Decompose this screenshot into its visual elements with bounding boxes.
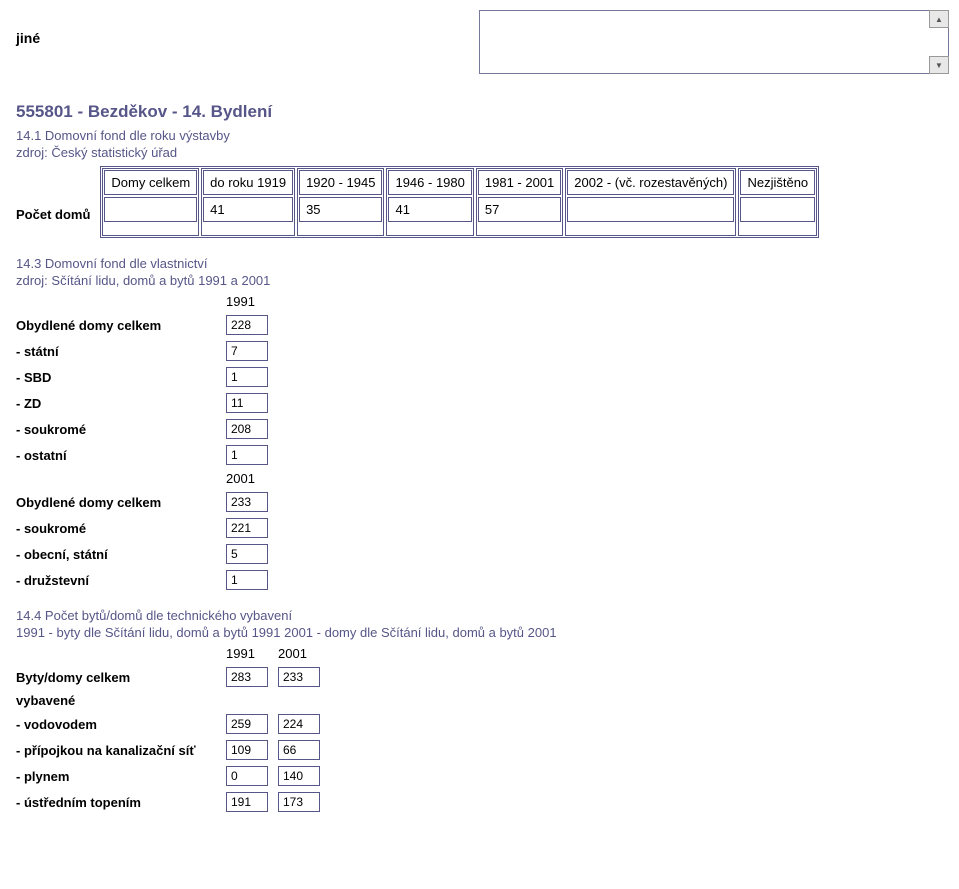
table-row: - ústředním topením191 173 [16, 792, 943, 812]
cell-value: 41 [388, 197, 471, 222]
cell-value: 35 [299, 197, 382, 222]
table-row: - státní7 [16, 341, 943, 361]
column-header: Domy celkem [104, 170, 197, 195]
cell-value: 41 [203, 197, 293, 222]
table-column: 1981 - 200157 [476, 168, 563, 236]
row-label-pocet-domu: Počet domů [16, 202, 90, 228]
row-label: - plynem [16, 769, 226, 784]
table-row: - družstevní1 [16, 570, 943, 590]
cell-value-1991: 259 [226, 714, 268, 734]
table-row: Obydlené domy celkem233 [16, 492, 943, 512]
row-label: - družstevní [16, 573, 226, 588]
table-column: 1920 - 194535 [297, 168, 384, 236]
column-header: 1946 - 1980 [388, 170, 471, 195]
jine-label: jiné [10, 10, 40, 46]
cell-value-2001: 224 [278, 714, 320, 734]
table-column: Domy celkem [102, 168, 199, 236]
table-row: Obydlené domy celkem228 [16, 315, 943, 335]
column-header: 1920 - 1945 [299, 170, 382, 195]
cell-value-2001: 66 [278, 740, 320, 760]
cell-value-1991: 0 [226, 766, 268, 786]
section-14-4-title: 14.4 Počet bytů/domů dle technického vyb… [16, 608, 949, 623]
row-label: - obecní, státní [16, 547, 226, 562]
table-row: - soukromé221 [16, 518, 943, 538]
cell-value: 221 [226, 518, 268, 538]
row-label: - ZD [16, 396, 226, 411]
table-row: - soukromé208 [16, 419, 943, 439]
page-title: 555801 - Bezděkov - 14. Bydlení [16, 102, 949, 122]
year-1991-b: 1991 [226, 646, 278, 661]
table-row: - vodovodem259 224 [16, 714, 943, 734]
row-label: Byty/domy celkem [16, 670, 226, 685]
textarea-box[interactable]: ▲ ▼ [479, 10, 949, 74]
table-row: - obecní, státní5 [16, 544, 943, 564]
column-header: do roku 1919 [203, 170, 293, 195]
row-label: - vodovodem [16, 717, 226, 732]
table-row: - SBD1 [16, 367, 943, 387]
section-14-3-title: 14.3 Domovní fond dle vlastnictví [16, 256, 949, 271]
row-label: Obydlené domy celkem [16, 495, 226, 510]
cell-value [740, 197, 815, 222]
row-label: - ostatní [16, 448, 226, 463]
table-column: do roku 191941 [201, 168, 295, 236]
table-row: - ZD11 [16, 393, 943, 413]
year-2001-b: 2001 [278, 646, 330, 661]
cell-value: 11 [226, 393, 268, 413]
table-column: 2002 - (vč. rozestavěných) [565, 168, 736, 236]
table-row: - plynem0 140 [16, 766, 943, 786]
table-row: - přípojkou na kanalizační síť109 66 [16, 740, 943, 760]
cell-value: 1 [226, 570, 268, 590]
row-label: vybavené [16, 693, 226, 708]
column-header: 1981 - 2001 [478, 170, 561, 195]
column-header: Nezjištěno [740, 170, 815, 195]
scroll-down-icon[interactable]: ▼ [929, 56, 949, 74]
section-14-1-source: zdroj: Český statistický úřad [16, 145, 949, 160]
cell-value-2001: 233 [278, 667, 320, 687]
column-header: 2002 - (vč. rozestavěných) [567, 170, 734, 195]
year-1991: 1991 [226, 294, 278, 309]
cell-value: 5 [226, 544, 268, 564]
section-14-3-source: zdroj: Sčítání lidu, domů a bytů 1991 a … [16, 273, 949, 288]
cell-value: 228 [226, 315, 268, 335]
cell-value: 208 [226, 419, 268, 439]
cell-value: 233 [226, 492, 268, 512]
table-14-3: 1991 Obydlené domy celkem228- státní7- S… [16, 294, 943, 590]
cell-value: 1 [226, 445, 268, 465]
cell-value: 7 [226, 341, 268, 361]
table-row: vybavené [16, 693, 943, 708]
cell-value-2001: 173 [278, 792, 320, 812]
row-label: - SBD [16, 370, 226, 385]
row-label: - státní [16, 344, 226, 359]
row-label: - soukromé [16, 422, 226, 437]
cell-value-1991: 191 [226, 792, 268, 812]
table-row: - ostatní1 [16, 445, 943, 465]
cell-value-1991: 109 [226, 740, 268, 760]
table-header-blank [16, 176, 90, 202]
cell-value [567, 197, 734, 222]
table-column: 1946 - 198041 [386, 168, 473, 236]
cell-value-2001: 140 [278, 766, 320, 786]
year-2001: 2001 [226, 471, 278, 486]
row-label: - přípojkou na kanalizační síť [16, 743, 226, 758]
cell-value-1991: 283 [226, 667, 268, 687]
section-14-4-source: 1991 - byty dle Sčítání lidu, domů a byt… [16, 625, 949, 640]
cell-value: 57 [478, 197, 561, 222]
table-column: Nezjištěno [738, 168, 817, 236]
table-14-1: Počet domů Domy celkem do roku 191941192… [16, 166, 943, 238]
row-label: - ústředním topením [16, 795, 226, 810]
table-14-4: 1991 2001 Byty/domy celkem283 233 vybavené… [16, 646, 943, 812]
scroll-up-icon[interactable]: ▲ [929, 10, 949, 28]
table-row: Byty/domy celkem283 233 [16, 667, 943, 687]
row-label: - soukromé [16, 521, 226, 536]
section-14-1-title: 14.1 Domovní fond dle roku výstavby [16, 128, 949, 143]
cell-value: 1 [226, 367, 268, 387]
row-label: Obydlené domy celkem [16, 318, 226, 333]
cell-value [104, 197, 197, 222]
